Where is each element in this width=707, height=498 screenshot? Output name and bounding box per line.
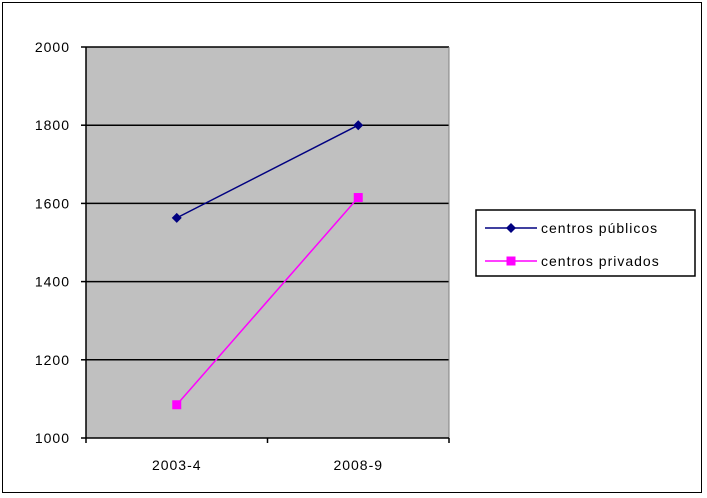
x-tick-label: 2003-4 (152, 457, 202, 473)
y-tick-label: 1600 (35, 195, 70, 211)
x-tick-label: 2008-9 (333, 457, 383, 473)
legend-label-0: centros públicos (541, 220, 658, 236)
y-tick-label: 1800 (35, 117, 70, 133)
data-point-1-0 (172, 400, 182, 410)
y-tick-label: 1400 (35, 274, 70, 290)
legend-label-1: centros privados (541, 253, 660, 269)
data-point-0-0 (171, 212, 182, 223)
legend-marker-1 (506, 256, 516, 266)
series-line-1 (176, 197, 359, 406)
y-tick-label: 2000 (35, 39, 70, 55)
data-point-0-1 (353, 120, 364, 131)
plot-area (86, 47, 449, 438)
y-tick-label: 1200 (35, 352, 70, 368)
y-tick-label: 1000 (35, 430, 70, 446)
legend-marker-0 (506, 223, 516, 233)
data-point-1-1 (353, 193, 363, 203)
series-line-0 (176, 124, 359, 219)
